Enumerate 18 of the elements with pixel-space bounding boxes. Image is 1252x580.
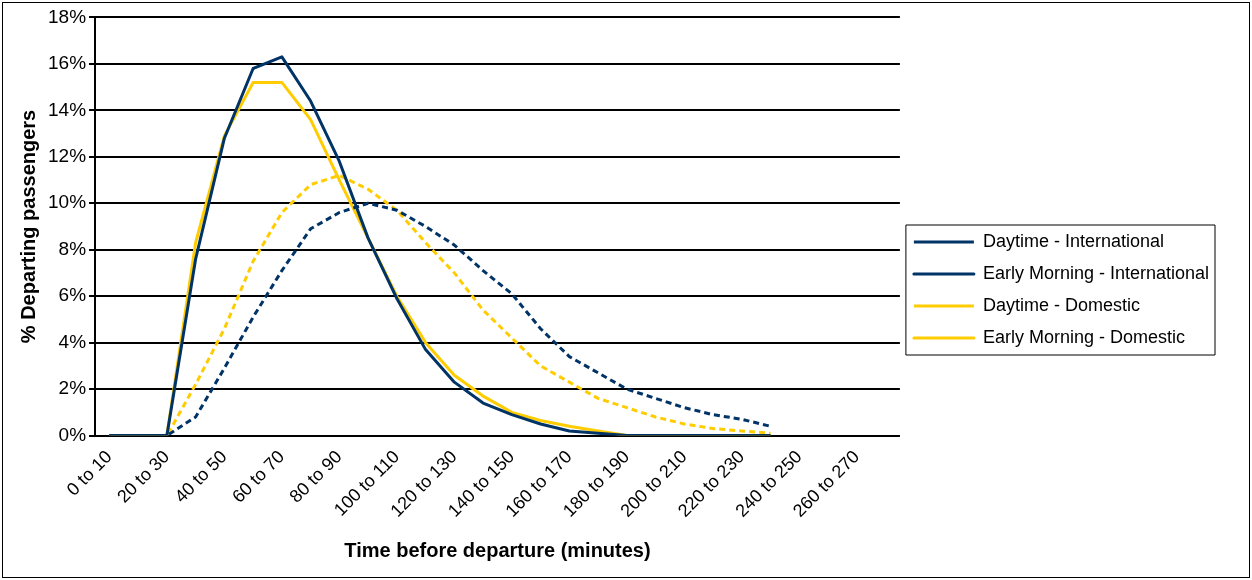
y-tick-label: 18%: [48, 5, 87, 27]
y-tick-label: 2%: [58, 377, 87, 399]
legend-label: Early Morning - Domestic: [982, 326, 1185, 347]
legend-label: Daytime - Domestic: [982, 294, 1140, 315]
x-tick-label: 60 to 70: [228, 446, 289, 507]
x-axis-title: Time before departure (minutes): [344, 538, 651, 561]
legend-label: Daytime - International: [982, 230, 1164, 251]
y-axis-title: % Departing passengers: [16, 109, 39, 344]
y-tick-label: 12%: [48, 145, 87, 167]
legend-label: Early Morning - International: [982, 262, 1209, 283]
y-tick-label: 8%: [58, 237, 87, 259]
y-tick-label: 10%: [48, 191, 87, 213]
y-tick-label: 14%: [48, 98, 87, 120]
y-tick-label: 4%: [58, 330, 87, 352]
y-tick-label: 6%: [58, 284, 87, 306]
y-tick-label: 16%: [48, 52, 87, 74]
y-tick-label: 0%: [58, 423, 87, 445]
x-tick-label: 0 to 10: [62, 446, 116, 500]
